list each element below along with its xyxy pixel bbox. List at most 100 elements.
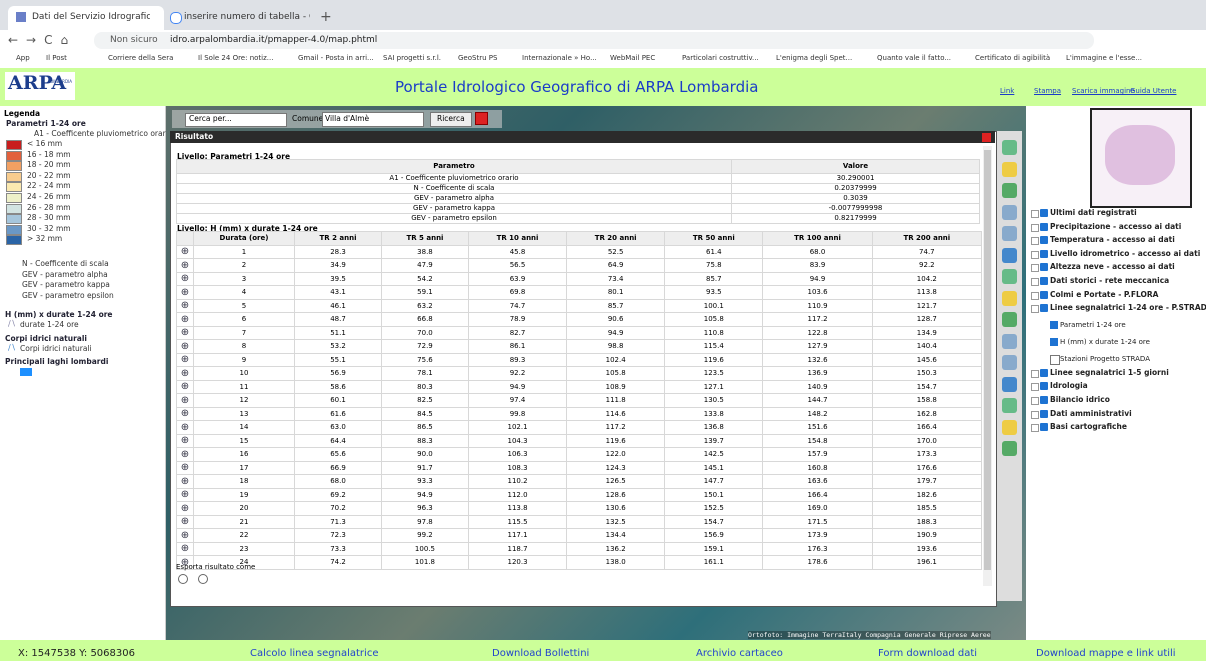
param-cell: 0.82179999 xyxy=(731,212,980,224)
footer-item[interactable]: Archivio cartaceo xyxy=(696,648,783,659)
tree-item[interactable]: Basi cartografiche xyxy=(1050,422,1127,432)
result-cell: 18 xyxy=(193,474,295,489)
tree-item[interactable]: Altezza neve - accesso ai dati xyxy=(1050,262,1175,272)
page-title: Portale Idrologico Geografico di ARPA Lo… xyxy=(395,78,759,96)
header-link[interactable]: Guida Utente xyxy=(1130,87,1177,95)
result-row: ⊕ 15 64.4 88.3 104.3 119.6 139.7 154.8 170.0 xyxy=(176,433,983,448)
zoom-icon[interactable]: ⊕ xyxy=(176,474,194,489)
tree-item[interactable]: Linee segnalatrici 1-24 ore - P.STRADA xyxy=(1050,303,1206,313)
result-cell: 173.9 xyxy=(762,528,873,543)
zoom-icon[interactable]: ⊕ xyxy=(176,433,194,448)
section-title: Livello: H (mm) x durate 1-24 ore xyxy=(177,224,318,233)
result-cell: 80.3 xyxy=(380,379,469,394)
result-cell: 176.3 xyxy=(762,541,873,556)
tree-expander xyxy=(1031,264,1039,273)
bookmark[interactable]: Gmail - Posta in arri... xyxy=(298,54,374,62)
bookmark[interactable]: Il Post xyxy=(46,54,67,62)
bookmark[interactable]: Quanto vale il fatto... xyxy=(877,54,952,62)
zoom-icon[interactable]: ⊕ xyxy=(176,258,194,273)
footer-item[interactable]: Download Bollettini xyxy=(492,648,590,659)
zoom-icon[interactable]: ⊕ xyxy=(176,244,194,259)
zoom-icon[interactable]: ⊕ xyxy=(176,339,194,354)
zoom-icon[interactable]: ⊕ xyxy=(176,528,194,543)
tab-title[interactable]: inserire numero di tabella - Cerca xyxy=(184,12,310,22)
tree-item[interactable]: Bilancio idrico xyxy=(1050,395,1110,404)
zoom-icon[interactable]: ⊕ xyxy=(176,298,194,313)
zoom-icon[interactable]: ⊕ xyxy=(176,447,194,462)
zoom-icon[interactable]: ⊕ xyxy=(176,366,194,381)
result-cell: 12 xyxy=(193,393,295,408)
legend-group: Corpi idrici naturali xyxy=(5,334,87,343)
tree-item[interactable]: Stazioni Progetto STRADA xyxy=(1060,354,1150,363)
zoom-icon[interactable]: ⊕ xyxy=(176,501,194,516)
zoom-icon[interactable]: ⊕ xyxy=(176,541,194,556)
result-cell: 100.1 xyxy=(664,298,764,313)
result-row: ⊕ 14 63.0 86.5 102.1 117.2 136.8 151.6 166.4 xyxy=(176,420,983,435)
tool-button xyxy=(1002,140,1017,155)
tree-item[interactable]: Linee segnalatrici 1-5 giorni xyxy=(1050,367,1169,377)
tree-item[interactable]: Idrologia xyxy=(1050,381,1088,391)
zoom-icon[interactable]: ⊕ xyxy=(176,487,194,502)
result-cell: 140.9 xyxy=(762,379,873,394)
tree-item[interactable]: Colmi e Portate - P.FLORA xyxy=(1050,289,1159,299)
bookmark[interactable]: L'immagine e l'esse... xyxy=(1066,54,1143,62)
header-link[interactable]: Link xyxy=(1000,87,1015,95)
tree-item[interactable]: Temperatura - accesso ai dati xyxy=(1050,235,1175,245)
header-link[interactable]: Stampa xyxy=(1034,87,1062,95)
tree-item[interactable]: Precipitazione - accesso ai dati xyxy=(1050,221,1182,231)
tree-item[interactable]: Dati amministrativi xyxy=(1050,408,1132,418)
tree-item[interactable]: Dati storici - rete meccanica xyxy=(1050,276,1170,285)
result-cell: 70.2 xyxy=(294,501,382,516)
zoom-icon[interactable]: ⊕ xyxy=(176,460,194,475)
zoom-icon[interactable]: ⊕ xyxy=(176,420,194,435)
result-cell: 82.5 xyxy=(380,393,469,408)
zoom-icon[interactable]: ⊕ xyxy=(176,406,194,421)
bookmark[interactable]: Certificato di agibilità xyxy=(975,54,1051,62)
search-button-text[interactable]: Ricerca xyxy=(437,114,465,123)
bookmark[interactable]: Particolari costruttiv... xyxy=(682,54,759,62)
zoom-icon[interactable]: ⊕ xyxy=(176,285,194,300)
result-row: ⊕ 17 66.9 91.7 108.3 124.3 145.1 160.8 176.6 xyxy=(176,460,983,475)
result-cell: 69.2 xyxy=(294,487,382,502)
bookmark[interactable]: SAI progetti s.r.l. xyxy=(383,54,442,62)
legend-swatch xyxy=(6,235,22,246)
tab-title[interactable]: Dati del Servizio Idrografico di A xyxy=(32,12,150,22)
tree-item[interactable]: Ultimi dati registrati xyxy=(1050,208,1137,217)
new-tab[interactable]: + xyxy=(320,9,332,25)
footer-item[interactable]: Calcolo linea segnalatrice xyxy=(250,648,379,659)
bookmark[interactable]: WebMail PEC xyxy=(610,54,656,62)
bookmark[interactable]: Corriere della Sera xyxy=(108,54,174,62)
result-cell: 71.3 xyxy=(294,514,382,529)
bookmark[interactable]: Il Sole 24 Ore: notiz... xyxy=(198,54,274,62)
zoom-icon[interactable]: ⊕ xyxy=(176,325,194,340)
result-row: ⊕ 11 58.6 80.3 94.9 108.9 127.1 140.9 154.7 xyxy=(176,379,983,394)
result-table: Durata (ore) TR 2 anni TR 5 anni TR 10 anni… xyxy=(176,231,983,570)
tree-item[interactable]: Parametri 1-24 ore xyxy=(1060,320,1126,329)
footer-item[interactable]: Form download dati xyxy=(878,648,978,659)
tool-button xyxy=(1002,269,1017,284)
bookmark[interactable]: GeoStru PS xyxy=(458,54,498,62)
zoom-icon[interactable]: ⊕ xyxy=(176,312,194,327)
footer-item[interactable]: Download mappe e link utili xyxy=(1036,648,1176,659)
tree-checkbox xyxy=(1040,277,1048,285)
header-link[interactable]: Scarica immagine xyxy=(1072,87,1135,95)
zoom-icon[interactable]: ⊕ xyxy=(176,352,194,367)
zoom-icon[interactable]: ⊕ xyxy=(176,514,194,529)
bookmark[interactable]: Internazionale » Ho... xyxy=(522,54,597,62)
bookmark[interactable]: App xyxy=(16,54,30,62)
bookmark[interactable]: L'enigma degli Spet... xyxy=(776,54,853,62)
result-cell: 136.8 xyxy=(664,420,764,435)
tree-item[interactable]: Livello idrometrico - accesso ai dati xyxy=(1050,248,1201,258)
dialog-titlebar xyxy=(170,131,995,143)
legend-layer: durate 1-24 ore xyxy=(20,320,79,329)
zoom-icon[interactable]: ⊕ xyxy=(176,379,194,394)
zoom-icon[interactable]: ⊕ xyxy=(176,393,194,408)
zoom-icon[interactable]: ⊕ xyxy=(176,271,194,286)
result-cell: 97.8 xyxy=(380,514,469,529)
result-cell: 7 xyxy=(193,325,295,340)
search-input-text[interactable]: Villa d'Almè xyxy=(325,114,370,123)
tree-item[interactable]: H (mm) x durate 1-24 ore xyxy=(1060,337,1150,346)
select-text[interactable]: Cerca per... xyxy=(189,114,232,123)
result-cell: 136.9 xyxy=(762,366,873,381)
